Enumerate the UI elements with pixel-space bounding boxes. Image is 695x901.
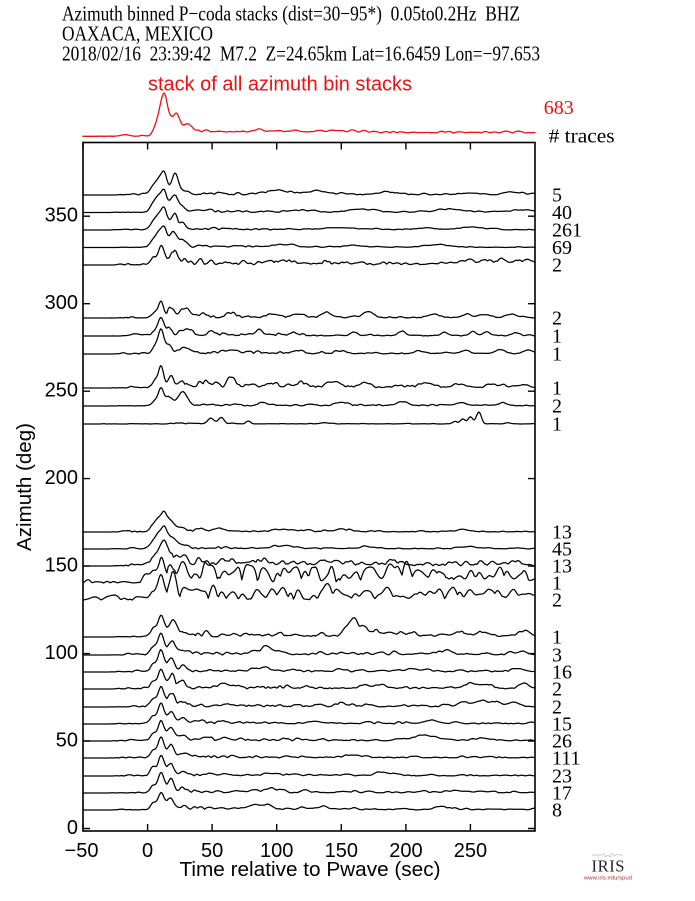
svg-text:111: 111 — [552, 747, 581, 769]
svg-text:1: 1 — [552, 377, 562, 399]
svg-text:1: 1 — [552, 413, 562, 435]
svg-text:0: 0 — [67, 817, 78, 839]
svg-text:13: 13 — [552, 555, 572, 577]
svg-text:3: 3 — [552, 644, 562, 666]
svg-text:26: 26 — [552, 730, 572, 752]
svg-text:Azimuth binned P−coda stacks (: Azimuth binned P−coda stacks (dist=30−95… — [62, 2, 520, 26]
svg-text:# traces: # traces — [549, 126, 615, 148]
svg-text:683: 683 — [544, 97, 574, 119]
svg-text:stack of all azimuth bin stack: stack of all azimuth bin stacks — [148, 74, 412, 96]
svg-text:−50: −50 — [65, 840, 99, 862]
svg-text:69: 69 — [552, 237, 572, 259]
svg-text:45: 45 — [552, 538, 572, 560]
svg-text:250: 250 — [45, 380, 78, 402]
svg-text:100: 100 — [45, 642, 78, 664]
svg-text:2: 2 — [552, 395, 562, 417]
svg-text:Time relative to Pwave (sec): Time relative to Pwave (sec) — [180, 859, 441, 881]
svg-text:Azimuth (deg): Azimuth (deg) — [14, 423, 36, 551]
svg-text:100: 100 — [260, 840, 293, 862]
svg-text:2: 2 — [552, 678, 562, 700]
svg-text:13: 13 — [552, 521, 572, 543]
svg-text:17: 17 — [552, 782, 572, 804]
svg-text:200: 200 — [45, 467, 78, 489]
svg-text:150: 150 — [45, 555, 78, 577]
svg-text:50: 50 — [201, 840, 223, 862]
svg-text:261: 261 — [552, 219, 582, 241]
svg-text:1: 1 — [552, 626, 562, 648]
svg-text:2: 2 — [552, 696, 562, 718]
svg-text:2018/02/16 23:39:42 M7.2 Z=: 2018/02/16 23:39:42 M7.2 Z=24.65km Lat=1… — [62, 42, 540, 66]
svg-text:50: 50 — [56, 730, 78, 752]
svg-text:OAXACA, MEXICO: OAXACA, MEXICO — [62, 22, 213, 46]
svg-text:1: 1 — [552, 572, 562, 594]
svg-text:8: 8 — [552, 799, 562, 821]
svg-text:2: 2 — [552, 307, 562, 329]
svg-text:16: 16 — [552, 661, 572, 683]
svg-text:2: 2 — [552, 254, 562, 276]
svg-text:23: 23 — [552, 765, 572, 787]
svg-text:IRIS: IRIS — [592, 857, 626, 876]
svg-text:5: 5 — [552, 184, 562, 206]
svg-text:300: 300 — [45, 292, 78, 314]
svg-text:www.iris.edu/spud: www.iris.edu/spud — [583, 876, 632, 882]
svg-text:200: 200 — [389, 840, 422, 862]
svg-text:1: 1 — [552, 325, 562, 347]
svg-text:2: 2 — [552, 589, 562, 611]
svg-text:40: 40 — [552, 202, 572, 224]
svg-text:1: 1 — [552, 343, 562, 365]
svg-text:15: 15 — [552, 713, 572, 735]
svg-text:250: 250 — [454, 840, 487, 862]
svg-text:150: 150 — [325, 840, 358, 862]
svg-text:0: 0 — [142, 840, 153, 862]
svg-text:350: 350 — [45, 205, 78, 227]
